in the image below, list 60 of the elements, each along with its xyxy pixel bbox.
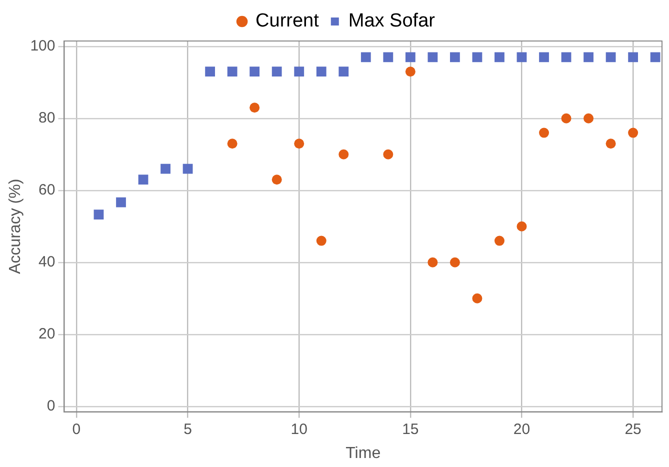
point bbox=[316, 66, 326, 77]
x-tick-label: 0 bbox=[72, 420, 81, 438]
point bbox=[606, 138, 616, 149]
point bbox=[472, 52, 482, 62]
point bbox=[428, 52, 438, 62]
point bbox=[539, 52, 549, 62]
point bbox=[272, 66, 282, 77]
point bbox=[138, 174, 148, 185]
point bbox=[294, 66, 304, 77]
point bbox=[561, 113, 572, 124]
x-tick-label: 5 bbox=[184, 420, 192, 438]
point bbox=[516, 52, 527, 62]
point bbox=[561, 52, 572, 62]
point bbox=[450, 52, 460, 62]
y-tick-label: 80 bbox=[38, 110, 56, 127]
point bbox=[584, 52, 594, 62]
point bbox=[628, 128, 638, 138]
x-tick-label: 20 bbox=[513, 420, 530, 438]
point bbox=[116, 197, 126, 208]
point bbox=[428, 257, 438, 268]
y-tick-label: 40 bbox=[38, 254, 56, 271]
point bbox=[516, 221, 527, 232]
point bbox=[294, 138, 304, 149]
point bbox=[250, 66, 260, 77]
point bbox=[450, 257, 460, 268]
point bbox=[227, 138, 238, 149]
point bbox=[316, 236, 326, 246]
point bbox=[250, 102, 260, 113]
point bbox=[584, 113, 594, 124]
x-tick-label: 10 bbox=[290, 420, 308, 438]
point bbox=[205, 66, 215, 77]
point bbox=[272, 174, 282, 185]
legend-label: Current bbox=[256, 10, 320, 32]
point bbox=[494, 52, 504, 62]
point bbox=[94, 210, 104, 220]
point bbox=[338, 66, 349, 77]
point bbox=[472, 293, 482, 304]
point bbox=[606, 52, 616, 62]
point bbox=[383, 149, 394, 160]
y-tick-label: 60 bbox=[38, 182, 56, 199]
x-axis-title: Time bbox=[346, 444, 381, 462]
point bbox=[650, 52, 660, 62]
point bbox=[227, 66, 238, 77]
y-axis-title: Accuracy (%) bbox=[7, 178, 24, 274]
point bbox=[539, 128, 550, 138]
x-tick-label: 15 bbox=[402, 420, 419, 438]
point bbox=[182, 164, 193, 174]
point bbox=[160, 164, 170, 174]
y-tick-label: 0 bbox=[46, 398, 56, 415]
point bbox=[360, 52, 371, 62]
x-tick-label: 25 bbox=[624, 420, 642, 438]
legend-label: Max Sofar bbox=[348, 10, 436, 32]
point bbox=[338, 149, 349, 160]
point bbox=[405, 66, 416, 77]
point bbox=[628, 52, 638, 62]
point bbox=[383, 52, 394, 62]
point bbox=[494, 236, 504, 246]
point bbox=[405, 52, 416, 62]
y-tick-label: 20 bbox=[38, 326, 56, 343]
y-tick-label: 100 bbox=[30, 38, 56, 55]
